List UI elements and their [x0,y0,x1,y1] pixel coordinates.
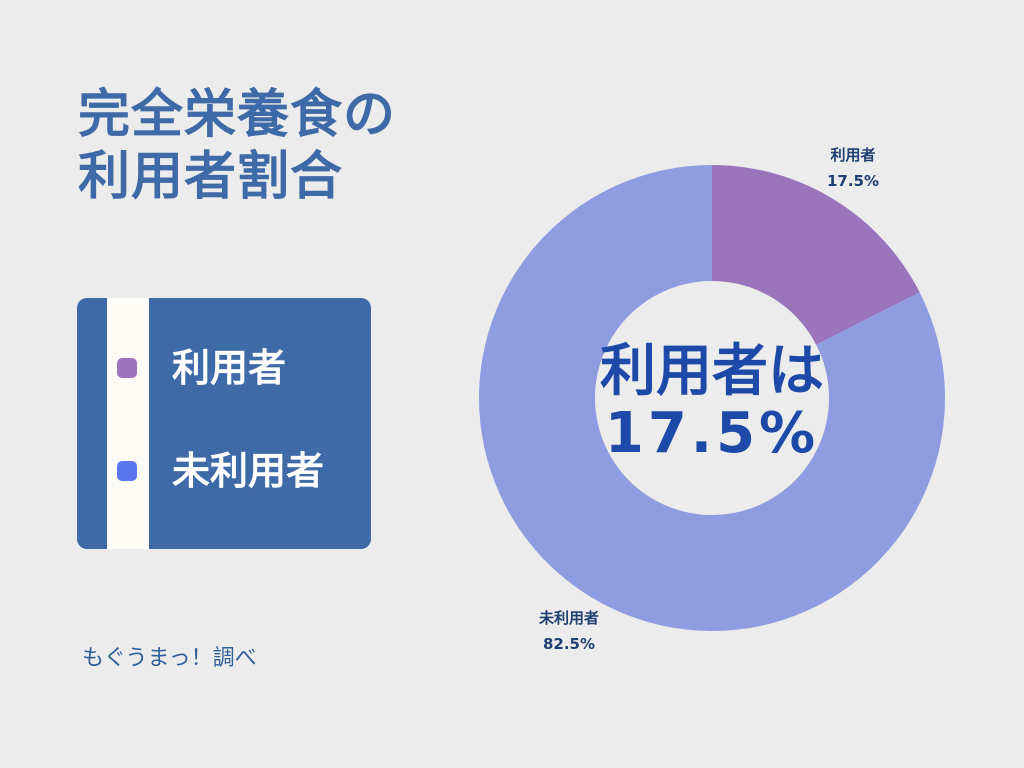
legend-swatch-non-users [117,461,137,481]
legend-label-users: 利用者 [172,346,287,390]
legend-item-non-users: 未利用者 [77,441,371,501]
source-note: もぐうまっ！調べ [82,646,257,671]
center-text-line-1: 利用者は [600,339,824,404]
legend-label-non-users: 未利用者 [172,449,325,493]
donut-slices [478,165,945,631]
legend: 利用者 未利用者 [77,298,371,549]
data-label-non-users-name: 未利用者 [538,609,599,627]
data-label-non-users-value: 82.5% [543,635,595,653]
title-line-1: 完全栄養食の [78,85,397,145]
legend-swatch-users [117,358,137,378]
data-label-users-name: 利用者 [830,146,875,164]
legend-item-users: 利用者 [77,338,371,398]
data-label-users-value: 17.5% [827,172,879,190]
center-text-line-2: 17.5% [605,401,819,466]
donut-slice-users [712,165,920,345]
chart-title: 完全栄養食の 利用者割合 [78,84,396,208]
legend-strip [107,298,149,549]
donut-slice-non-users [478,165,945,631]
title-line-2: 利用者割合 [78,147,344,207]
